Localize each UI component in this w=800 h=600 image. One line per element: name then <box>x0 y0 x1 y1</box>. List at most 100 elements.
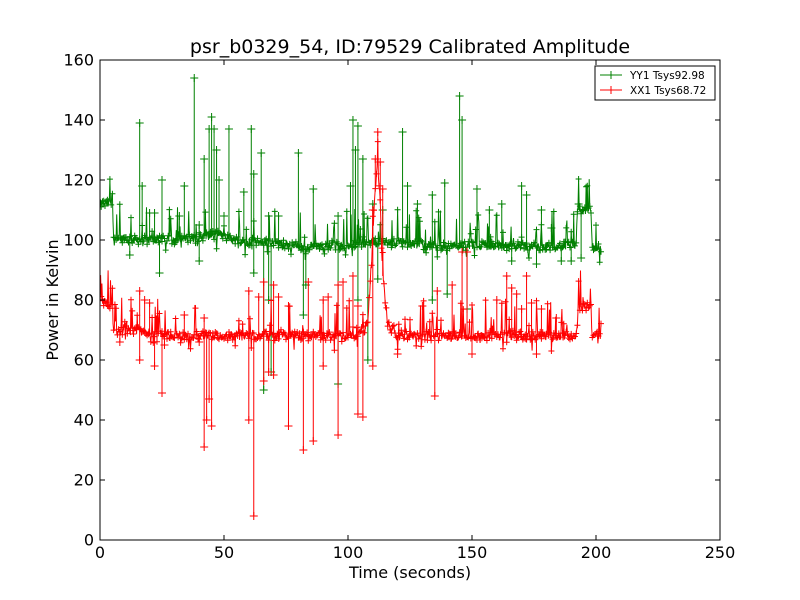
data-dip-marker <box>507 257 516 265</box>
data-spike-marker <box>324 293 333 301</box>
data-spike-marker <box>140 296 149 304</box>
y-axis-label: Power in Kelvin <box>43 239 62 360</box>
data-spike-marker <box>180 182 189 190</box>
data-dip-marker <box>269 371 278 379</box>
data-spike-marker <box>257 149 266 157</box>
data-spike-marker <box>274 293 283 301</box>
data-spike-marker <box>200 314 209 322</box>
data-spike-marker <box>517 182 526 190</box>
data-dip-marker <box>264 368 273 376</box>
data-spike-marker <box>145 299 154 307</box>
data-spike-marker <box>274 212 283 220</box>
data-dip-marker <box>195 338 204 346</box>
data-spike-marker <box>200 155 209 163</box>
data-spike-marker <box>472 185 481 193</box>
data-spike-marker <box>269 281 278 289</box>
data-spike-marker <box>522 272 531 280</box>
legend-entries: YY1 Tsys92.98 XX1 Tsys68.72 <box>600 70 706 97</box>
data-dip-marker <box>443 290 452 298</box>
data-spike-marker <box>244 287 253 295</box>
data-spike-marker <box>455 92 464 100</box>
data-spike-marker <box>334 212 343 220</box>
legend-marker <box>607 71 615 79</box>
data-spike-marker <box>502 272 511 280</box>
data-dip-marker <box>299 311 308 319</box>
data-spike-marker <box>215 176 224 184</box>
data-spike-marker <box>497 200 506 208</box>
data-spike-marker <box>527 299 536 307</box>
data-spike-marker <box>418 302 427 310</box>
data-dip-marker <box>160 341 169 349</box>
data-dip-marker <box>532 350 541 358</box>
data-spike-marker <box>247 125 256 133</box>
y-axis: 0 20 40 60 80 100 120 140 160 <box>63 51 720 550</box>
data-spike-marker <box>150 209 159 217</box>
data-dip-marker <box>244 416 253 424</box>
y-tick-label: 140 <box>63 111 94 130</box>
chart-title: psr_b0329_54, ID:79529 Calibrated Amplit… <box>190 36 630 58</box>
data-spike-marker <box>413 200 422 208</box>
data-dip-marker <box>368 362 377 370</box>
data-spike-marker <box>210 125 219 133</box>
data-spike-marker <box>348 116 357 124</box>
data-spike-marker <box>398 128 407 136</box>
data-spike-marker <box>309 185 318 193</box>
data-dip-marker <box>319 362 328 370</box>
data-spike-marker <box>334 281 343 289</box>
data-dip-marker <box>135 356 144 364</box>
data-dip-marker <box>155 269 164 277</box>
data-spike-marker <box>138 182 147 190</box>
data-spike-marker <box>547 224 556 232</box>
data-dip-marker <box>259 377 268 385</box>
legend-label: XX1 Tsys68.72 <box>630 85 706 97</box>
y-tick-label: 40 <box>74 411 94 430</box>
data-spike-marker <box>259 278 268 286</box>
data-spike-marker <box>522 191 531 199</box>
data-spike-marker <box>485 206 494 214</box>
data-dip-marker <box>577 254 586 262</box>
data-spike-marker <box>458 116 467 124</box>
data-dip-marker <box>299 446 308 454</box>
data-spike-marker <box>180 311 189 319</box>
data-spike-marker <box>537 305 546 313</box>
x-axis-label: Time (seconds) <box>348 563 471 582</box>
data-spike-marker <box>517 305 526 313</box>
data-dip-marker <box>428 296 437 304</box>
data-spike-marker <box>368 206 377 214</box>
data-spike-marker <box>440 179 449 187</box>
legend: YY1 Tsys92.98 XX1 Tsys68.72 <box>594 65 716 101</box>
data-spike-marker <box>207 113 216 121</box>
data-spike-marker <box>574 200 583 208</box>
data-spike-marker <box>433 287 442 295</box>
data-dip-marker <box>195 257 204 265</box>
data-dip-marker <box>249 512 258 520</box>
data-spike-marker <box>448 281 457 289</box>
plot-area <box>100 74 604 520</box>
data-spike-marker <box>339 278 348 286</box>
data-spike-marker <box>463 248 472 256</box>
data-spike-marker <box>284 302 293 310</box>
data-dip-marker <box>202 416 211 424</box>
data-spike-marker <box>319 296 328 304</box>
data-spike-marker <box>135 287 144 295</box>
x-tick-label: 200 <box>581 543 612 562</box>
data-spike-marker <box>353 122 362 130</box>
y-tick-label: 80 <box>74 291 94 310</box>
data-spike-marker <box>373 128 382 136</box>
x-tick-label: 150 <box>457 543 488 562</box>
data-spike-marker <box>175 212 184 220</box>
data-dip-marker <box>309 437 318 445</box>
data-spike-marker <box>224 125 233 133</box>
data-dip-marker <box>158 389 166 397</box>
data-dip-marker <box>125 251 134 259</box>
data-spike-marker <box>294 149 303 157</box>
data-spike-marker <box>507 284 516 292</box>
data-dip-marker <box>557 257 566 265</box>
y-tick-label: 0 <box>84 531 94 550</box>
legend-marker <box>607 86 615 94</box>
data-spike-marker <box>492 296 501 304</box>
data-dip-marker <box>207 422 216 430</box>
data-spike-marker <box>353 302 362 310</box>
data-dip-marker <box>200 443 209 451</box>
